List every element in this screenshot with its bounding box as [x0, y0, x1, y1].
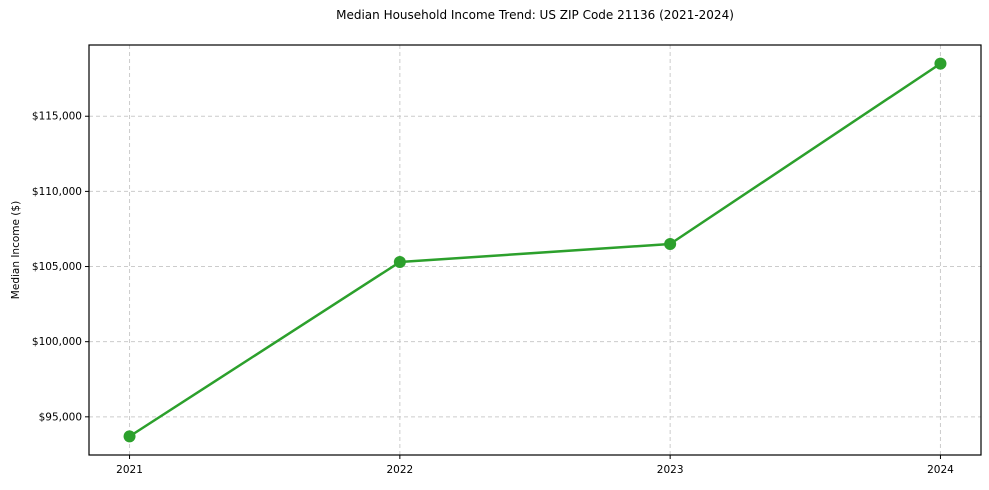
data-point-2023	[664, 237, 677, 250]
y-tick-label: $115,000	[32, 111, 82, 123]
y-tick-label: $110,000	[32, 186, 82, 198]
x-tick-label: 2023	[657, 464, 684, 476]
y-tick-label: $95,000	[39, 411, 82, 423]
x-tick-label: 2022	[386, 464, 413, 476]
x-tick-label: 2024	[927, 464, 954, 476]
chart-title: Median Household Income Trend: US ZIP Co…	[336, 8, 734, 22]
plot-background	[89, 45, 981, 455]
y-axis-label: Median Income ($)	[10, 200, 22, 300]
data-point-2024	[934, 57, 947, 70]
data-point-2021	[123, 430, 136, 443]
x-tick-label: 2021	[116, 464, 143, 476]
data-point-2022	[393, 256, 406, 269]
y-tick-label: $100,000	[32, 336, 82, 348]
y-tick-label: $105,000	[32, 261, 82, 273]
plot-border	[88, 44, 982, 456]
trend-line	[128, 62, 942, 438]
